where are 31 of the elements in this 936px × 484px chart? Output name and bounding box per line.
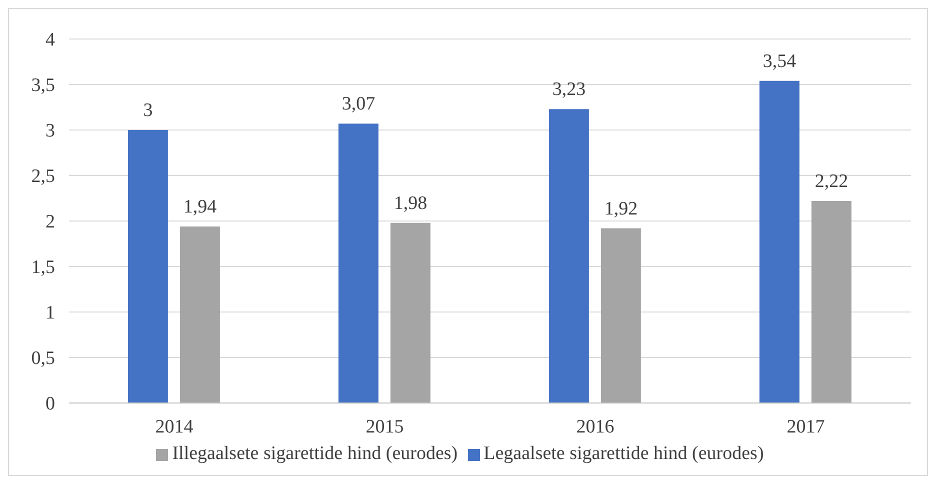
bar [390, 222, 430, 403]
legend-label: Illegaalsete sigarettide hind (eurodes) [172, 443, 458, 464]
x-tick-label: 2017 [786, 416, 825, 438]
data-label: 3,23 [552, 79, 586, 100]
data-label: 1,98 [394, 192, 428, 214]
bar [759, 80, 800, 403]
bar [128, 130, 168, 403]
y-tick-label: 1,5 [31, 257, 55, 278]
x-tick-label: 2015 [366, 416, 404, 438]
y-tick-label: 2,5 [31, 166, 55, 188]
bar [548, 109, 589, 403]
y-tick-label: 2 [46, 212, 55, 233]
y-tick-label: 3,5 [31, 75, 55, 96]
bar [600, 228, 641, 403]
data-label: 2,22 [814, 170, 848, 192]
data-label: 3,07 [342, 94, 376, 115]
y-tick-label: 4 [46, 30, 56, 51]
x-tick-label: 2016 [576, 416, 614, 438]
y-tick-label: 0,5 [31, 348, 55, 370]
y-tick-label: 1 [46, 302, 55, 324]
data-label: 3 [143, 100, 153, 121]
bar [338, 124, 378, 403]
data-label: 1,92 [604, 198, 638, 220]
x-tick-label: 2014 [155, 416, 194, 438]
y-tick-label: 0 [46, 394, 55, 415]
data-label: 1,94 [183, 196, 218, 218]
bar [180, 226, 220, 403]
y-tick-label: 3 [46, 120, 55, 142]
legend-label: Legaalsete sigarettide hind (eurodes) [484, 443, 764, 464]
data-label: 3,54 [762, 50, 797, 72]
bar [811, 200, 852, 403]
